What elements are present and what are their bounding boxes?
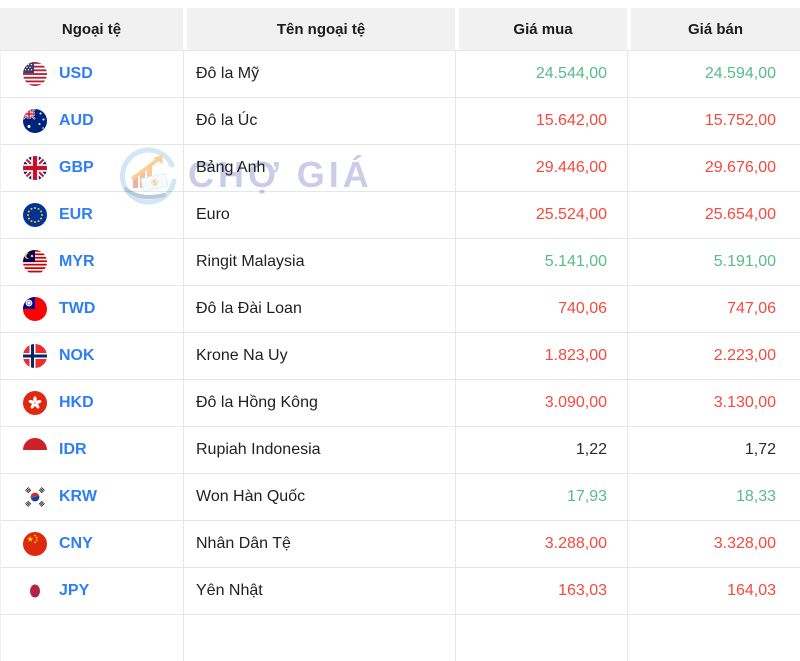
currency-row-cny: CNY Nhân Dân Tệ 3.288,00 3.328,00 bbox=[0, 520, 800, 567]
currency-row-jpy: JPY Yên Nhật 163,03 164,03 bbox=[0, 567, 800, 614]
currency-code-link[interactable]: EUR bbox=[59, 206, 93, 223]
currency-name: Đô la Úc bbox=[183, 97, 455, 144]
currency-code-link[interactable]: AUD bbox=[59, 112, 94, 129]
currency-code-link[interactable]: KRW bbox=[59, 488, 97, 505]
sell-price: 1,72 bbox=[627, 426, 800, 473]
buy-price: 15.642,00 bbox=[455, 97, 627, 144]
sell-price: 25.654,00 bbox=[627, 191, 800, 238]
sell-price: 29.676,00 bbox=[627, 144, 800, 191]
currency-row-eur: EUR Euro 25.524,00 25.654,00 bbox=[0, 191, 800, 238]
norway-flag-icon bbox=[23, 344, 47, 368]
sell-price: 5.191,00 bbox=[627, 238, 800, 285]
currency-code-link[interactable]: GBP bbox=[59, 159, 94, 176]
table-header-row: Ngoại tệ Tên ngoại tệ Giá mua Giá bán bbox=[0, 8, 800, 50]
currency-name: Bảng Anh bbox=[183, 144, 455, 191]
currency-name: Ringit Malaysia bbox=[183, 238, 455, 285]
buy-price: 5.141,00 bbox=[455, 238, 627, 285]
buy-price: 25.524,00 bbox=[455, 191, 627, 238]
currency-name: Nhân Dân Tệ bbox=[183, 520, 455, 567]
currency-row-myr: MYR Ringit Malaysia 5.141,00 5.191,00 bbox=[0, 238, 800, 285]
sell-price: 24.594,00 bbox=[627, 50, 800, 97]
col-header-sell: Giá bán bbox=[627, 8, 800, 50]
sell-price: 164,03 bbox=[627, 567, 800, 614]
japan-flag-icon bbox=[23, 579, 47, 603]
currency-code-link[interactable]: JPY bbox=[59, 582, 90, 599]
us-flag-icon bbox=[23, 62, 47, 86]
uk-flag-icon bbox=[23, 156, 47, 180]
indonesia-flag-icon bbox=[23, 438, 47, 462]
buy-price: 740,06 bbox=[455, 285, 627, 332]
currency-code-link[interactable]: MYR bbox=[59, 253, 95, 270]
col-header-buy: Giá mua bbox=[455, 8, 627, 50]
china-flag-icon bbox=[23, 532, 47, 556]
currency-name: Won Hàn Quốc bbox=[183, 473, 455, 520]
currency-name: Đô la Hồng Kông bbox=[183, 379, 455, 426]
exchange-rate-table: Ngoại tệ Tên ngoại tệ Giá mua Giá bán US… bbox=[0, 8, 800, 661]
currency-row-hkd: HKD Đô la Hồng Kông 3.090,00 3.130,00 bbox=[0, 379, 800, 426]
currency-row-partial bbox=[0, 614, 800, 661]
currency-row-usd: USD Đô la Mỹ 24.544,00 24.594,00 bbox=[0, 50, 800, 97]
sell-price: 747,06 bbox=[627, 285, 800, 332]
currency-row-aud: AUD Đô la Úc 15.642,00 15.752,00 bbox=[0, 97, 800, 144]
currency-name: Krone Na Uy bbox=[183, 332, 455, 379]
col-header-currency: Ngoại tệ bbox=[0, 8, 183, 50]
currency-code-link[interactable]: TWD bbox=[59, 300, 96, 317]
currency-code-link[interactable]: USD bbox=[59, 65, 93, 82]
currency-row-gbp: GBP Bảng Anh 29.446,00 29.676,00 bbox=[0, 144, 800, 191]
currency-name: Đô la Mỹ bbox=[183, 50, 455, 97]
currency-code-link[interactable]: HKD bbox=[59, 394, 94, 411]
malaysia-flag-icon bbox=[23, 250, 47, 274]
buy-price: 29.446,00 bbox=[455, 144, 627, 191]
currency-code-link[interactable]: IDR bbox=[59, 441, 87, 458]
buy-price: 1,22 bbox=[455, 426, 627, 473]
currency-code-link[interactable]: CNY bbox=[59, 535, 93, 552]
currency-row-krw: KRW Won Hàn Quốc 17,93 18,33 bbox=[0, 473, 800, 520]
currency-row-twd: TWD Đô la Đài Loan 740,06 747,06 bbox=[0, 285, 800, 332]
hongkong-flag-icon bbox=[23, 391, 47, 415]
sell-price: 18,33 bbox=[627, 473, 800, 520]
taiwan-flag-icon bbox=[23, 297, 47, 321]
col-header-name: Tên ngoại tệ bbox=[183, 8, 455, 50]
currency-name: Đô la Đài Loan bbox=[183, 285, 455, 332]
currency-row-idr: IDR Rupiah Indonesia 1,22 1,72 bbox=[0, 426, 800, 473]
currency-name: Yên Nhật bbox=[183, 567, 455, 614]
currency-name: Euro bbox=[183, 191, 455, 238]
buy-price: 17,93 bbox=[455, 473, 627, 520]
buy-price: 3.288,00 bbox=[455, 520, 627, 567]
buy-price: 163,03 bbox=[455, 567, 627, 614]
exchange-rate-page: Ngoại tệ Tên ngoại tệ Giá mua Giá bán US… bbox=[0, 8, 800, 661]
eu-flag-icon bbox=[23, 203, 47, 227]
buy-price: 3.090,00 bbox=[455, 379, 627, 426]
currency-row-nok: NOK Krone Na Uy 1.823,00 2.223,00 bbox=[0, 332, 800, 379]
australia-flag-icon bbox=[23, 109, 47, 133]
buy-price: 1.823,00 bbox=[455, 332, 627, 379]
sell-price: 3.328,00 bbox=[627, 520, 800, 567]
sell-price: 2.223,00 bbox=[627, 332, 800, 379]
south-korea-flag-icon bbox=[23, 485, 47, 509]
sell-price: 3.130,00 bbox=[627, 379, 800, 426]
buy-price: 24.544,00 bbox=[455, 50, 627, 97]
currency-code-link[interactable]: NOK bbox=[59, 347, 95, 364]
sell-price: 15.752,00 bbox=[627, 97, 800, 144]
currency-name: Rupiah Indonesia bbox=[183, 426, 455, 473]
